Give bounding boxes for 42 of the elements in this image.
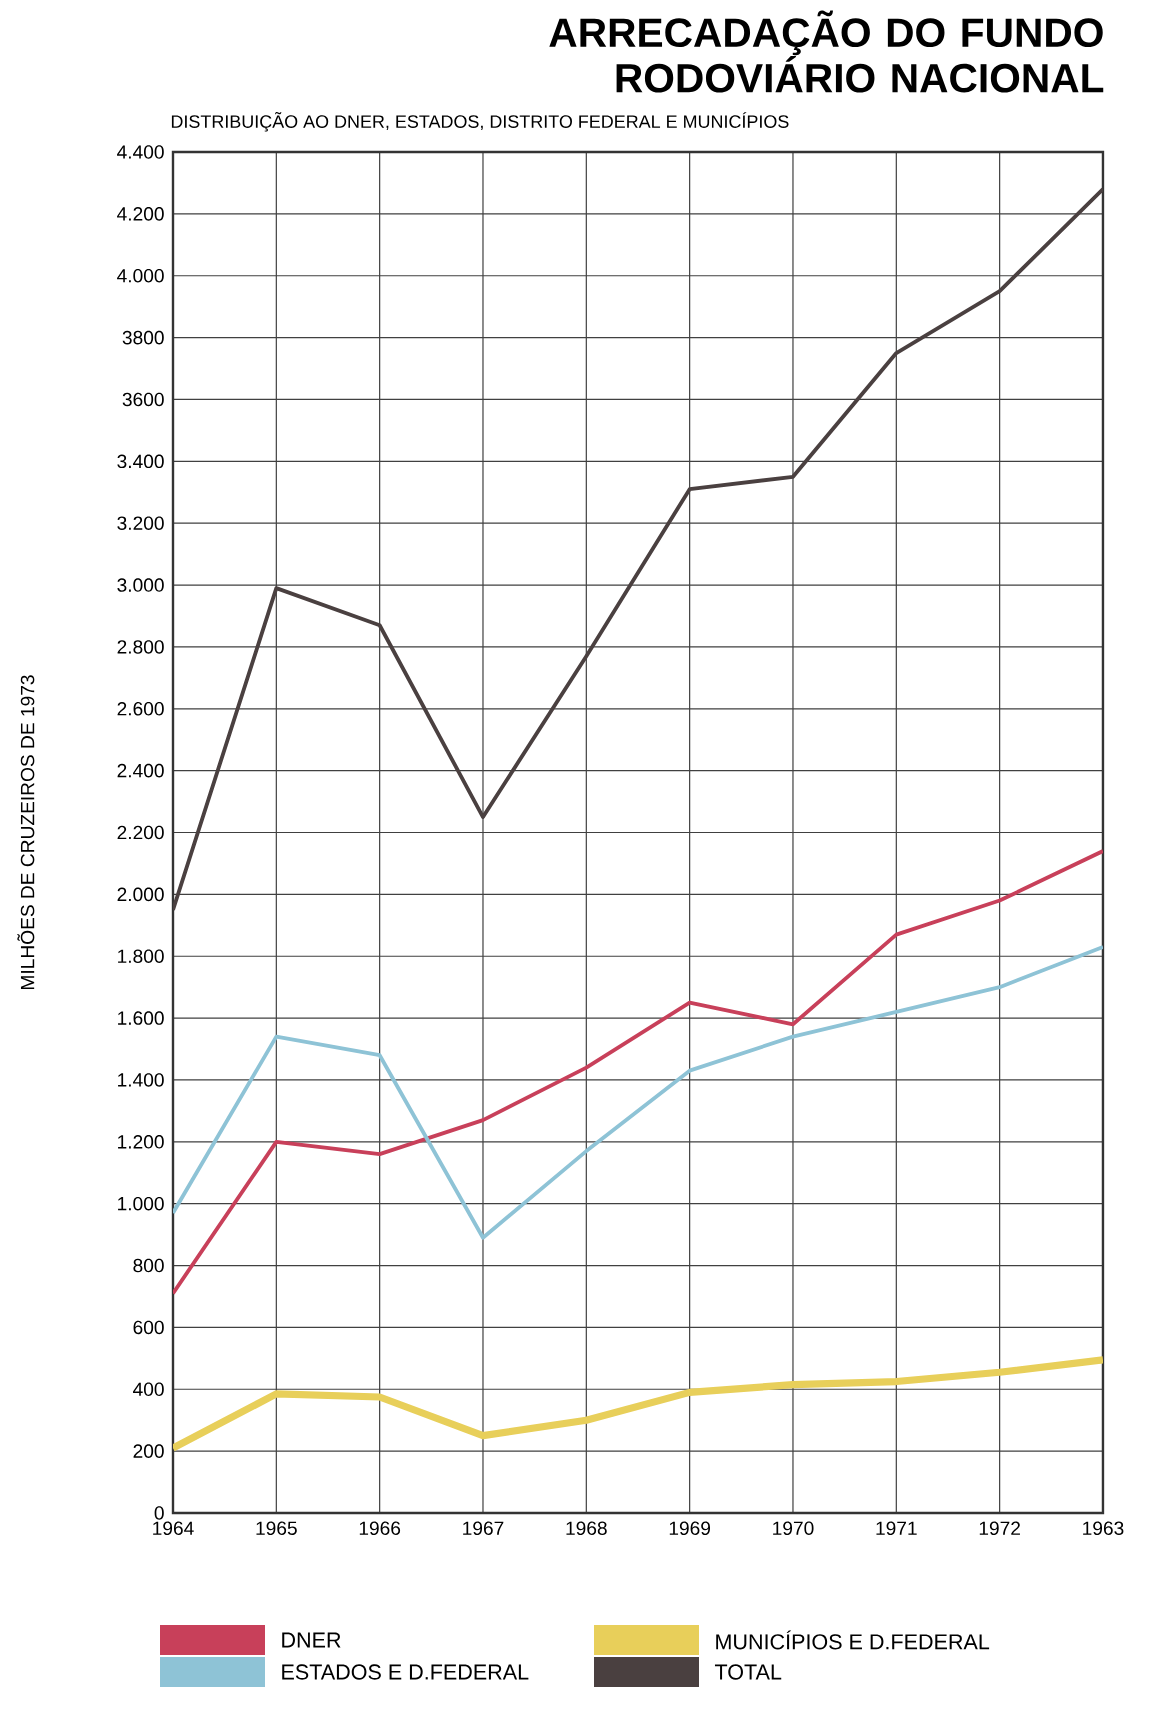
line-series	[173, 945, 1103, 1240]
x-tick-label: 1965	[256, 1521, 297, 1536]
legend-label: MUNICÍPIOS E D.FEDERAL	[716, 1630, 990, 1650]
y-tick-label: 4.000	[117, 268, 164, 283]
y-tick-label: 400	[133, 1382, 164, 1397]
y-tick-label: 1.600	[118, 1011, 164, 1025]
chart-title: ARRECADAÇÃO DO FUNDO RODOVIÁRIO NACIONAL	[549, 10, 1104, 93]
y-tick-label: 800	[133, 1258, 164, 1273]
y-axis-title: MILHÕES DE CRUZEIROS DE 1973	[17, 675, 35, 989]
y-tick-label: 1.000	[118, 1196, 164, 1211]
y-tick-label: 2.600	[117, 702, 164, 716]
y-tick-label: 1.800	[118, 949, 164, 964]
y-tick-label: 3.200	[117, 516, 164, 530]
x-tick-label: 1968	[566, 1521, 607, 1536]
x-tick-label: 1969	[669, 1521, 711, 1536]
x-tick-label: 1970	[773, 1521, 814, 1536]
y-tick-label: 2.400	[117, 763, 164, 778]
y-tick-label: 3.000	[117, 578, 164, 592]
chart-subtitle: DISTRIBUIÇÃO AO DNER, ESTADOS, DISTRITO FEDERAL E MUNICÍPIOS	[171, 111, 789, 132]
legend-label: DNER	[282, 1632, 341, 1648]
y-tick-label: 200	[133, 1444, 164, 1458]
line-series	[173, 849, 1103, 1296]
y-tick-label: 2.200	[117, 825, 164, 840]
y-tick-label: 600	[133, 1320, 164, 1335]
y-tick-label: 3800	[122, 330, 164, 345]
y-tick-label: 4.200	[117, 207, 164, 221]
y-tick-label: 1.200	[118, 1135, 164, 1149]
legend-label: ESTADOS E D.FEDERAL	[282, 1664, 529, 1680]
x-tick-label: 1964	[153, 1521, 194, 1536]
x-tick-label: 1972	[979, 1521, 1020, 1536]
x-tick-label: 1967	[463, 1521, 504, 1536]
legend-label: TOTAL	[714, 1664, 782, 1680]
y-tick-label: 3600	[122, 392, 164, 407]
y-tick-label: 4.400	[117, 145, 164, 159]
y-tick-label: 3.400	[117, 454, 164, 469]
x-tick-label: 1971	[876, 1521, 917, 1536]
y-tick-label: 2.000	[117, 887, 164, 902]
y-tick-label: 2.800	[117, 640, 164, 654]
y-tick-label: 1.400	[118, 1073, 164, 1087]
y-tick-label: 0	[154, 1506, 164, 1520]
x-tick-label: 1963	[1083, 1521, 1124, 1536]
x-tick-label: 1966	[359, 1521, 401, 1536]
